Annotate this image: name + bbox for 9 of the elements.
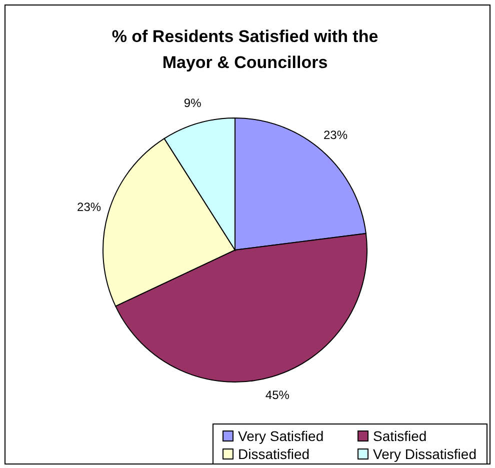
data-label: 23% [324,128,348,142]
data-label: 9% [184,96,202,110]
chart-title: % of Residents Satisfied with the Mayor & Councillors [112,27,378,72]
legend-label: Very Satisfied [238,428,324,444]
data-label: 45% [265,388,290,402]
legend-label: Dissatisfied [238,446,310,462]
data-label: 23% [77,200,102,214]
legend-label: Very Dissatisfied [373,446,476,462]
legend-label: Satisfied [373,428,427,444]
